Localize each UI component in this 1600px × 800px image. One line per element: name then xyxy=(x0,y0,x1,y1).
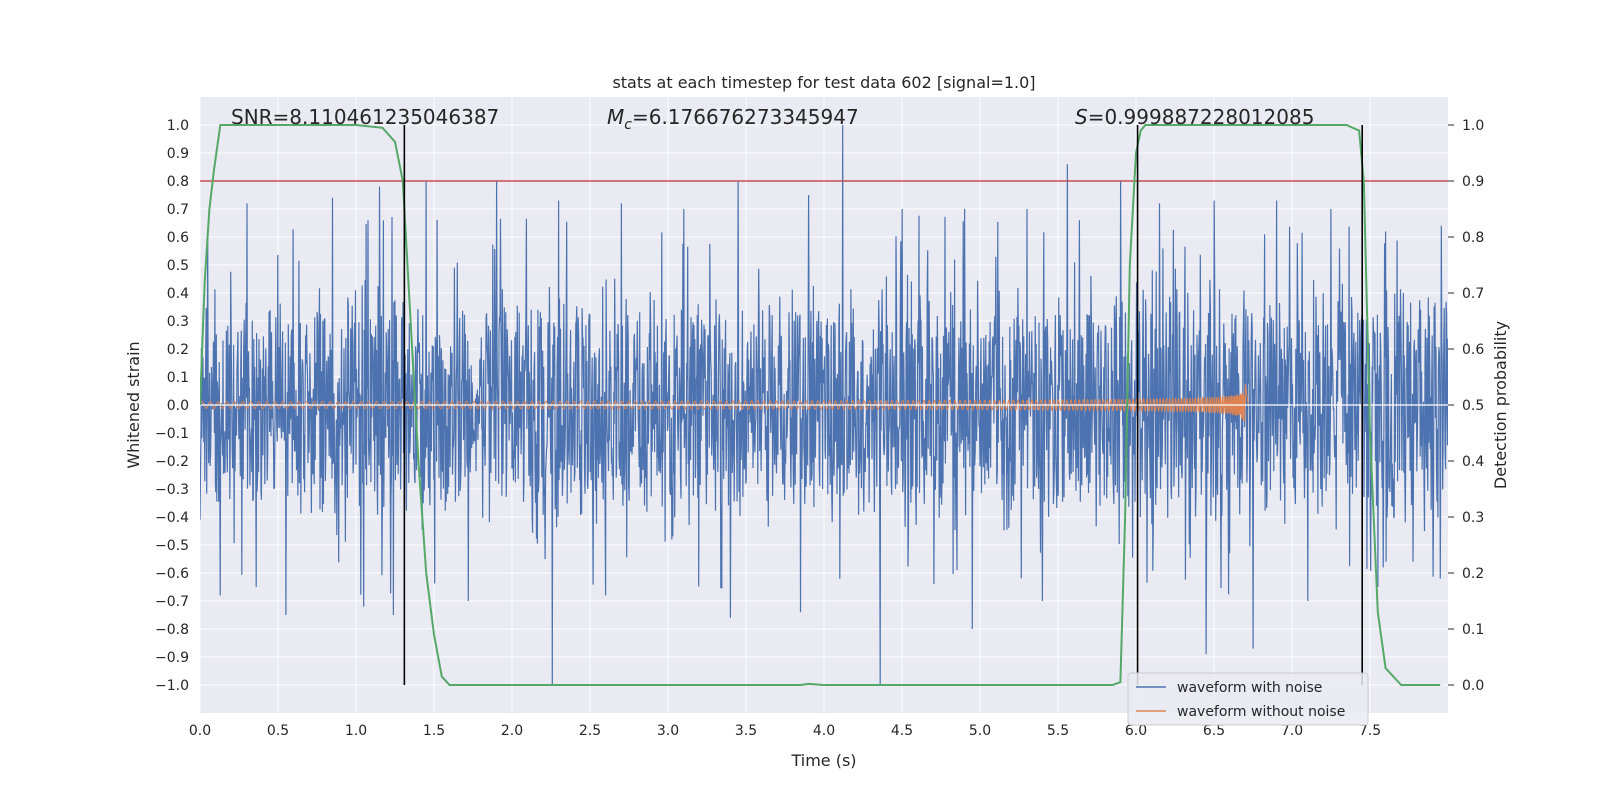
left-y-tick-label: 0.3 xyxy=(167,314,189,330)
x-tick-label: 5.0 xyxy=(969,723,991,739)
score-annotation: S=0.999887228012085 xyxy=(1075,105,1314,129)
left-y-tick-label: −0.4 xyxy=(155,510,189,526)
left-y-tick-label: −0.8 xyxy=(155,622,189,638)
right-y-tick-label: 1.0 xyxy=(1462,118,1484,134)
x-tick-label: 1.5 xyxy=(423,723,445,739)
series-waveform-without-noise xyxy=(200,384,1448,422)
x-tick-label: 6.5 xyxy=(1203,723,1225,739)
x-tick-label: 0.0 xyxy=(189,723,211,739)
x-tick-label: 1.0 xyxy=(345,723,367,739)
right-y-tick-label: 0.5 xyxy=(1462,398,1484,414)
right-y-tick-label: 0.1 xyxy=(1462,622,1484,638)
left-y-tick-label: 0.1 xyxy=(167,370,189,386)
left-y-tick-label: −0.1 xyxy=(155,426,189,442)
legend-label-noise: waveform with noise xyxy=(1177,680,1322,696)
chirp-mass-subscript: c xyxy=(624,117,632,133)
right-y-tick-label: 0.3 xyxy=(1462,510,1484,526)
x-tick-label: 6.0 xyxy=(1125,723,1147,739)
left-y-tick-label: −0.7 xyxy=(155,594,189,610)
legend-box xyxy=(1127,672,1369,726)
x-tick-label: 5.5 xyxy=(1047,723,1069,739)
x-tick-label: 2.0 xyxy=(501,723,523,739)
series-detection-probability xyxy=(200,124,1441,686)
left-y-tick-label: 0.9 xyxy=(167,146,189,162)
x-tick-label: 0.5 xyxy=(267,723,289,739)
x-tick-label: 7.0 xyxy=(1281,723,1303,739)
x-axis-ticks: 0.0 0.5 1.0 1.5 2.0 2.5 3.0 3.5 4.0 4.5 5.0 5.5 6.0 6… xyxy=(189,723,1381,739)
left-y-tick-label: 0.0 xyxy=(167,398,189,414)
x-tick-label: 4.0 xyxy=(813,723,835,739)
x-tick-label: 3.0 xyxy=(657,723,679,739)
left-y-tick-label: 0.5 xyxy=(167,258,189,274)
left-y-tick-label: −0.9 xyxy=(155,650,189,666)
x-tick-label: 2.5 xyxy=(579,723,601,739)
left-y-tick-label: −0.3 xyxy=(155,482,189,498)
left-y-tick-label: −0.6 xyxy=(155,566,189,582)
x-tick-label: 7.5 xyxy=(1359,723,1381,739)
left-y-tick-label: 0.7 xyxy=(167,202,189,218)
plot-layer xyxy=(200,124,1448,686)
chart-title: stats at each timestep for test data 602… xyxy=(612,73,1035,92)
right-y-tick-label: 0.0 xyxy=(1462,678,1484,694)
right-y-tick-label: 0.7 xyxy=(1462,286,1484,302)
right-y-tick-label: 0.6 xyxy=(1462,342,1484,358)
left-y-axis-label: Whitened strain xyxy=(124,341,143,468)
snr-annotation: SNR=8.110461235046387 xyxy=(231,105,499,129)
x-tick-label: 3.5 xyxy=(735,723,757,739)
left-y-tick-label: −0.5 xyxy=(155,538,189,554)
legend: waveform with noise waveform without noi… xyxy=(1127,672,1369,726)
left-y-tick-label: 1.0 xyxy=(167,118,189,134)
series-waveform-with-noise xyxy=(200,124,1448,686)
left-y-tick-label: 0.4 xyxy=(167,286,189,302)
right-y-axis-ticks: 0.0 0.1 0.2 0.3 0.4 0.5 0.6 0.7 0.8 0.9 1.0 xyxy=(1448,118,1484,694)
left-y-tick-label: 0.6 xyxy=(167,230,189,246)
x-axis-label: Time (s) xyxy=(790,751,856,770)
vertical-markers xyxy=(403,125,1363,685)
right-y-tick-label: 0.8 xyxy=(1462,230,1484,246)
score-symbol: S xyxy=(1075,105,1088,129)
chirp-mass-value: =6.176676273345947 xyxy=(632,105,859,129)
right-y-tick-label: 0.2 xyxy=(1462,566,1484,582)
chirp-mass-annotation: Mc=6.176676273345947 xyxy=(607,105,859,133)
right-y-axis-label: Detection probability xyxy=(1491,321,1510,489)
score-value: =0.999887228012085 xyxy=(1088,105,1315,129)
right-y-tick-label: 0.4 xyxy=(1462,454,1484,470)
left-y-tick-label: −0.2 xyxy=(155,454,189,470)
legend-label-clean: waveform without noise xyxy=(1177,704,1345,720)
chirp-mass-symbol: M xyxy=(607,105,624,129)
right-y-tick-label: 0.9 xyxy=(1462,174,1484,190)
left-y-axis-ticks: −1.0 −0.9 −0.8 −0.7 −0.6 −0.5 −0.4 −0.3 −0.2 −0.1… xyxy=(155,118,189,694)
x-tick-label: 4.5 xyxy=(891,723,913,739)
left-y-tick-label: 0.2 xyxy=(167,342,189,358)
left-y-tick-label: −1.0 xyxy=(155,678,189,694)
left-y-tick-label: 0.8 xyxy=(167,174,189,190)
